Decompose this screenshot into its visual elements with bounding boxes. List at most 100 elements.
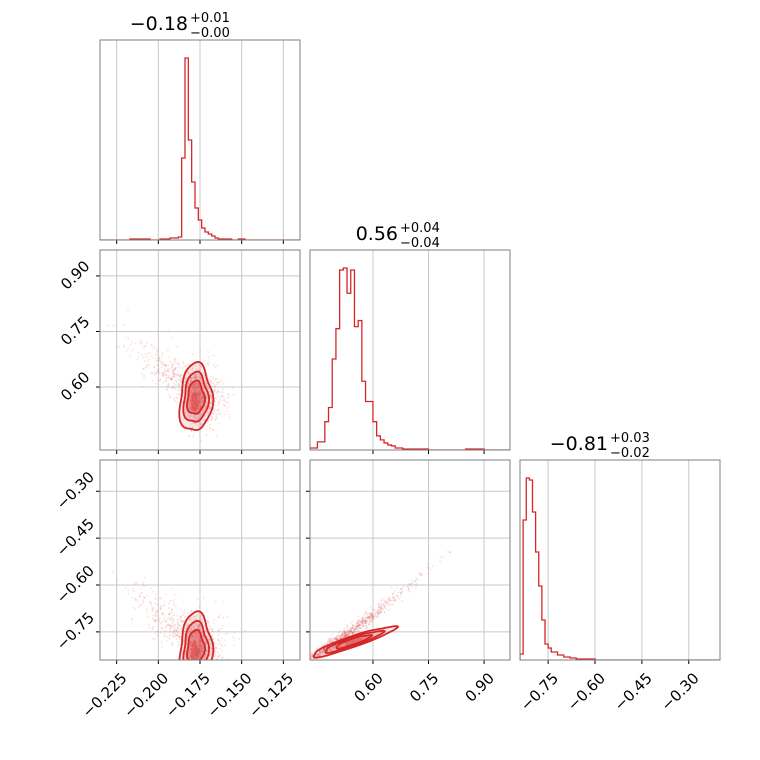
sample-point <box>193 654 196 657</box>
sample-point <box>191 666 193 668</box>
sample-point <box>194 649 197 651</box>
sample-point <box>198 650 201 653</box>
sample-point <box>329 647 331 650</box>
sample-point <box>329 641 332 643</box>
sample-point <box>164 620 167 623</box>
sample-point <box>226 393 229 396</box>
sample-point <box>355 622 358 625</box>
sample-point <box>346 625 349 628</box>
hist-2d-panel-1-2 <box>302 459 511 666</box>
sample-point <box>344 635 347 638</box>
sample-point <box>171 626 173 629</box>
sample-point <box>183 365 186 367</box>
sample-point <box>153 366 156 369</box>
sample-point <box>201 399 204 401</box>
sample-point <box>167 368 169 371</box>
sample-point <box>174 633 177 636</box>
sample-point <box>167 375 170 378</box>
sample-point <box>426 566 429 569</box>
sample-point <box>198 385 200 388</box>
sample-point <box>192 657 194 660</box>
sample-point <box>164 619 167 622</box>
sample-point <box>361 620 364 623</box>
sample-point <box>364 617 367 620</box>
sample-point <box>173 623 176 626</box>
sample-point <box>198 647 201 649</box>
sample-point <box>319 654 321 657</box>
sample-point <box>349 629 352 632</box>
sample-point <box>197 393 199 396</box>
sample-point <box>199 401 201 403</box>
sample-point <box>449 551 451 554</box>
sample-point <box>169 611 171 614</box>
sample-point <box>371 612 374 614</box>
sample-point <box>112 571 114 573</box>
sample-point <box>342 636 344 639</box>
sample-point <box>385 600 387 603</box>
sample-point <box>179 636 182 638</box>
sample-point <box>209 424 212 426</box>
sample-point <box>194 404 196 407</box>
sample-point <box>194 653 197 656</box>
sample-point <box>356 624 359 627</box>
sample-point <box>350 629 353 632</box>
sample-point <box>189 628 191 631</box>
y-tick-label: 0.75 <box>57 313 93 349</box>
sample-point <box>207 386 209 389</box>
sample-point <box>333 637 336 640</box>
sample-point <box>214 378 217 380</box>
sample-point <box>194 638 196 641</box>
sample-point <box>388 598 390 600</box>
sample-point <box>208 628 211 631</box>
sample-point <box>199 640 202 642</box>
sample-point <box>346 634 348 636</box>
sample-point <box>194 640 197 643</box>
sample-point <box>182 391 185 394</box>
sample-point <box>207 408 210 411</box>
sample-point <box>196 654 198 657</box>
sample-point <box>220 644 223 647</box>
sample-point <box>177 622 179 625</box>
sample-point <box>431 565 434 568</box>
sample-point <box>200 644 202 646</box>
sample-point <box>377 612 380 614</box>
sample-point <box>212 622 215 625</box>
sample-point <box>138 604 141 606</box>
sample-point <box>175 367 178 369</box>
panel-title-plus: +0.04 <box>400 221 440 236</box>
sample-point <box>193 386 196 388</box>
sample-point <box>197 655 199 658</box>
sample-point <box>142 367 145 370</box>
sample-point <box>204 415 206 417</box>
sample-point <box>413 580 416 583</box>
sample-point <box>200 646 203 649</box>
sample-point <box>158 356 161 359</box>
sample-point <box>302 664 304 666</box>
sample-point <box>211 630 214 632</box>
sample-point <box>383 605 386 608</box>
sample-point <box>370 619 373 622</box>
sample-point <box>233 637 236 640</box>
sample-point <box>198 396 201 398</box>
sample-point <box>180 619 183 622</box>
sample-point <box>372 608 375 611</box>
sample-point <box>213 650 216 652</box>
sample-point <box>201 397 203 399</box>
sample-point <box>214 655 216 658</box>
sample-point <box>307 662 309 664</box>
sample-point <box>193 648 195 651</box>
sample-point <box>199 645 202 648</box>
sample-point <box>328 641 331 644</box>
sample-point <box>217 403 220 406</box>
sample-point <box>222 616 225 619</box>
sample-point <box>200 413 202 415</box>
sample-point <box>350 630 352 632</box>
sample-point <box>175 630 178 633</box>
sample-point <box>320 652 323 655</box>
sample-point <box>351 631 354 633</box>
sample-point <box>173 358 176 360</box>
sample-point <box>206 636 209 638</box>
sample-point <box>308 659 310 661</box>
sample-point <box>189 630 192 633</box>
sample-point <box>348 630 351 632</box>
